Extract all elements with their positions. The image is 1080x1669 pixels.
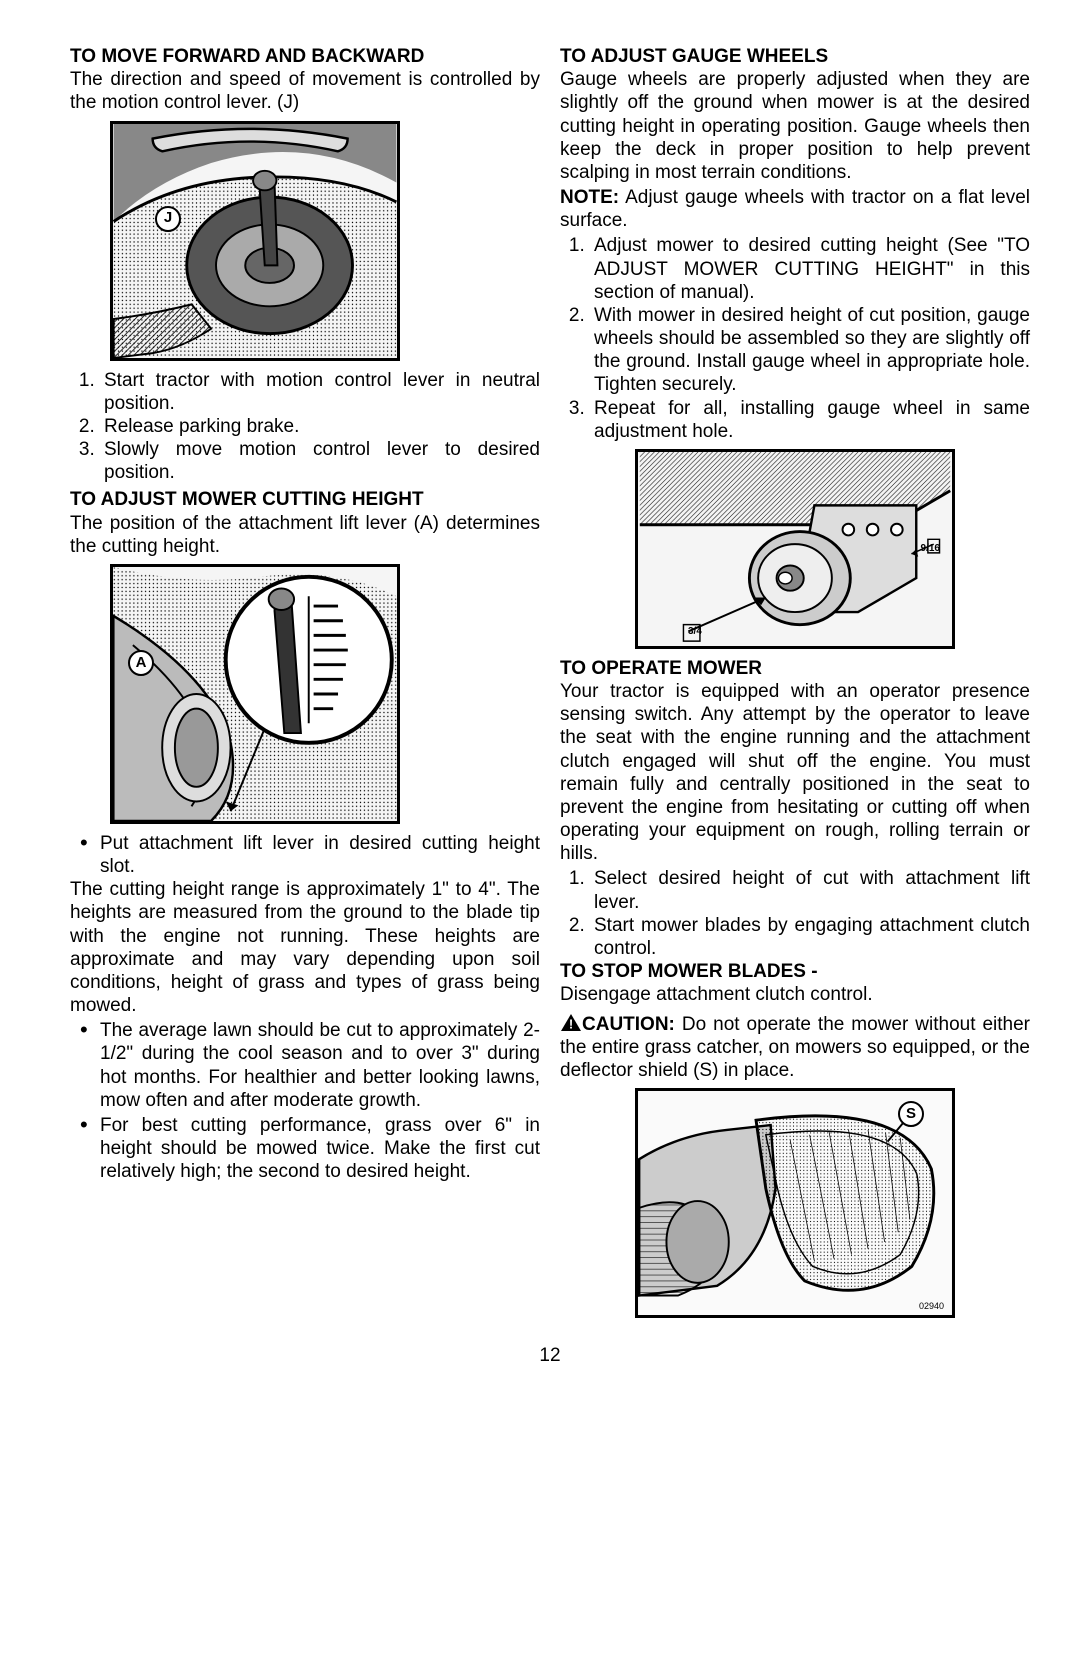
move-heading: TO MOVE FORWARD AND BACKWARD: [70, 45, 540, 68]
motion-lever-illustration: [113, 124, 397, 358]
left-column: TO MOVE FORWARD AND BACKWARD The directi…: [70, 45, 540, 1326]
gauge-note: NOTE: Adjust gauge wheels with tractor o…: [560, 186, 1030, 232]
svg-text:!: !: [569, 1016, 573, 1031]
right-column: TO ADJUST GAUGE WHEELS Gauge wheels are …: [560, 45, 1030, 1326]
stop-text: Disengage attachment clutch control.: [560, 983, 1030, 1006]
operate-step-2: Start mower blades by engaging attachmen…: [590, 914, 1030, 960]
cut-bullet-2: The average lawn should be cut to approx…: [100, 1019, 540, 1112]
gauge-step-1: Adjust mower to desired cutting height (…: [590, 234, 1030, 304]
cut-heading: TO ADJUST MOWER CUTTING HEIGHT: [70, 488, 540, 511]
operate-steps: Select desired height of cut with attach…: [560, 867, 1030, 960]
figure-motion-control-lever: J: [110, 121, 400, 361]
gauge-step-3: Repeat for all, installing gauge wheel i…: [590, 397, 1030, 443]
figure-deflector-shield: S 02940: [635, 1088, 955, 1318]
figure-lift-lever: A: [110, 564, 400, 824]
move-step-2: Release parking brake.: [100, 415, 540, 438]
cut-bullet-3: For best cutting performance, grass over…: [100, 1114, 540, 1184]
cut-bullet-1: Put attachment lift lever in desired cut…: [100, 832, 540, 878]
caution-icon: !: [560, 1013, 582, 1032]
gauge-heading: TO ADJUST GAUGE WHEELS: [560, 45, 1030, 68]
cut-intro-text: The position of the attachment lift leve…: [70, 512, 540, 558]
gauge-steps: Adjust mower to desired cutting height (…: [560, 234, 1030, 443]
fig4-code: 02940: [919, 1301, 944, 1312]
callout-s: S: [898, 1101, 924, 1127]
cut-para: The cutting height range is approximatel…: [70, 878, 540, 1017]
cut-bullets-1: Put attachment lift lever in desired cut…: [70, 832, 540, 878]
gauge-step-2: With mower in desired height of cut posi…: [590, 304, 1030, 397]
operate-para: Your tractor is equipped with an operato…: [560, 680, 1030, 865]
caution-para: ! CAUTION: Do not operate the mower with…: [560, 1013, 1030, 1083]
cut-bullets-2: The average lawn should be cut to approx…: [70, 1019, 540, 1183]
note-text: Adjust gauge wheels with tractor on a fl…: [560, 187, 1030, 231]
move-steps-list: Start tractor with motion control lever …: [70, 369, 540, 485]
page-number: 12: [70, 1344, 1030, 1367]
move-intro-text: The direction and speed of movement is c…: [70, 68, 540, 114]
label-3-4: 3/4: [688, 626, 702, 638]
callout-j: J: [155, 206, 181, 232]
move-step-3: Slowly move motion control lever to desi…: [100, 438, 540, 484]
move-step-1: Start tractor with motion control lever …: [100, 369, 540, 415]
lift-lever-illustration: [113, 567, 397, 821]
operate-step-1: Select desired height of cut with attach…: [590, 867, 1030, 913]
figure-gauge-wheel: 9/16 3/4: [635, 449, 955, 649]
gauge-para: Gauge wheels are properly adjusted when …: [560, 68, 1030, 184]
label-9-16: 9/16: [921, 543, 940, 555]
stop-heading: TO STOP MOWER BLADES -: [560, 960, 1030, 983]
note-label: NOTE:: [560, 187, 619, 208]
gauge-wheel-illustration: [638, 452, 952, 646]
operate-heading: TO OPERATE MOWER: [560, 657, 1030, 680]
callout-a: A: [128, 650, 154, 676]
caution-label: CAUTION:: [582, 1014, 675, 1035]
